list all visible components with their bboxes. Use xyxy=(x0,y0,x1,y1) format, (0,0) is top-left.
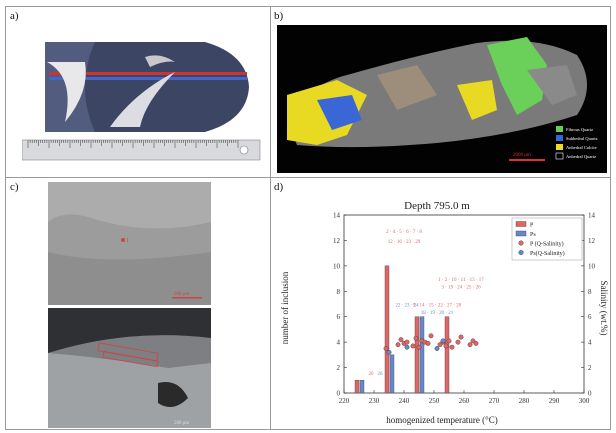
scatter-point xyxy=(428,333,434,339)
micrograph-legend: Fibrous Quartz Subhedral Quartz Anhedral… xyxy=(555,126,598,160)
scatter-point xyxy=(434,346,440,351)
y2-tick-label: 0 xyxy=(588,390,592,398)
homogenization-histogram: Depth 795.0 m homogenized temperature (°… xyxy=(280,200,609,425)
scale-bar xyxy=(509,159,545,161)
panel-d-label: d) xyxy=(274,181,284,193)
inclusion-micrograph-bottom: 200 μm xyxy=(48,308,211,428)
y-tick-label: 10 xyxy=(333,262,341,270)
scatter-point xyxy=(404,339,410,345)
y2-tick-label: 2 xyxy=(588,364,592,372)
scatter-point xyxy=(416,344,422,350)
data-annotation: 18 · 19 · 20 · 21 xyxy=(421,311,454,316)
data-annotation: 2 · 4 · 5 · 6 · 7 · 8 xyxy=(386,230,422,235)
legend-swatch xyxy=(515,221,527,227)
data-annotation: 12 · 16 · 23 · 29 xyxy=(388,240,421,245)
scatter-point xyxy=(458,334,464,340)
bar-p xyxy=(444,316,450,394)
svg-text:Anhedral Calcite: Anhedral Calcite xyxy=(566,145,597,150)
x-tick-label: 280 xyxy=(519,397,530,405)
scale-bar-label: 200 μm xyxy=(174,421,189,426)
bar-p xyxy=(384,265,390,394)
scatter-point xyxy=(467,342,473,348)
x-tick-label: 250 xyxy=(429,397,440,405)
chart-title: Depth 795.0 m xyxy=(404,200,470,212)
y2-axis-label: Salinity (wt.%) xyxy=(599,281,609,336)
x-tick-label: 240 xyxy=(399,397,410,405)
inclusion-micrograph-top: 1 200 μm xyxy=(48,182,211,305)
core-sample-photo xyxy=(45,42,249,132)
panel-a-label: a) xyxy=(10,10,19,22)
scatter-point xyxy=(383,346,389,351)
scale-bar-label: 200 μm xyxy=(174,292,189,297)
y-tick-label: 0 xyxy=(337,390,341,398)
legend-label: P (Q-Salinity) xyxy=(530,241,564,248)
scatter-point xyxy=(443,343,449,349)
scatter-point xyxy=(413,335,419,341)
x-axis-label: homogenized temperature (°C) xyxy=(386,415,498,425)
scatter-point xyxy=(446,338,452,344)
bar-ps xyxy=(419,316,425,394)
x-tick-label: 220 xyxy=(339,397,350,405)
legend-label: Ps(Q-Salinity) xyxy=(530,250,565,257)
x-tick-label: 270 xyxy=(489,397,500,405)
x-tick-label: 230 xyxy=(369,397,380,405)
data-annotation: 20 xyxy=(369,372,375,377)
svg-text:Subhedral Quartz: Subhedral Quartz xyxy=(566,136,598,141)
figure-frame xyxy=(5,6,611,430)
scatter-point xyxy=(398,337,404,343)
y-tick-label: 2 xyxy=(337,364,341,372)
scatter-point xyxy=(440,338,446,344)
scatter-point xyxy=(404,344,410,350)
data-annotation: 22 · 23 · 24 xyxy=(395,304,419,309)
data-annotation: 1 · 2 · 10 · 11 · 13 · 17 xyxy=(438,278,484,283)
y-tick-label: 8 xyxy=(337,288,341,296)
ruler-icon xyxy=(22,139,261,161)
y-tick-label: 4 xyxy=(337,339,341,347)
legend-label: Ps xyxy=(530,232,536,238)
scatter-point xyxy=(410,343,416,349)
y-axis-label: number of inclusion xyxy=(280,271,290,344)
panel-divider-vertical xyxy=(270,6,271,430)
panel-divider-horizontal xyxy=(5,177,611,178)
legend-label: P xyxy=(530,223,534,229)
scale-bar xyxy=(172,297,202,299)
data-annotation: 26 xyxy=(378,372,384,377)
svg-text:Anhedral Quartz: Anhedral Quartz xyxy=(566,154,596,159)
y-tick-label: 6 xyxy=(337,313,341,321)
data-annotation: 3 · 19 · 24 · 25 · 26 xyxy=(441,286,481,291)
y2-tick-label: 14 xyxy=(588,212,596,220)
legend-swatch xyxy=(515,230,527,237)
panel-c-label: c) xyxy=(10,181,19,193)
y-tick-label: 14 xyxy=(333,212,341,220)
scatter-point xyxy=(473,341,479,346)
thin-section-micrograph: Fibrous Quartz Subhedral Quartz Anhedral… xyxy=(277,25,607,173)
x-tick-label: 300 xyxy=(579,397,590,405)
y2-tick-label: 12 xyxy=(588,237,596,245)
bar-p xyxy=(354,380,360,394)
x-tick-label: 290 xyxy=(549,397,560,405)
svg-text:Fibrous Quartz: Fibrous Quartz xyxy=(566,127,593,132)
scatter-point xyxy=(395,342,401,348)
x-tick-label: 260 xyxy=(459,397,470,405)
scatter-point xyxy=(455,339,461,345)
bar-p xyxy=(414,316,420,394)
scatter-point xyxy=(449,344,455,350)
y-tick-label: 12 xyxy=(333,237,341,245)
data-annotation: 9 · 14 · 15 · 22 · 27 · 28 xyxy=(413,304,462,309)
y2-tick-label: 10 xyxy=(588,262,596,270)
scatter-point xyxy=(425,341,431,346)
legend-marker xyxy=(518,240,524,246)
bar-ps xyxy=(359,380,365,394)
panel-b-label: b) xyxy=(274,10,284,22)
y2-tick-label: 4 xyxy=(588,339,592,347)
scatter-point xyxy=(386,349,392,355)
y2-tick-label: 6 xyxy=(588,313,592,321)
legend-marker xyxy=(518,249,524,255)
svg-text:1: 1 xyxy=(126,238,129,244)
y2-tick-label: 8 xyxy=(588,288,592,296)
bar-ps xyxy=(389,354,395,394)
scale-bar-label: 2000 μm xyxy=(513,153,531,158)
